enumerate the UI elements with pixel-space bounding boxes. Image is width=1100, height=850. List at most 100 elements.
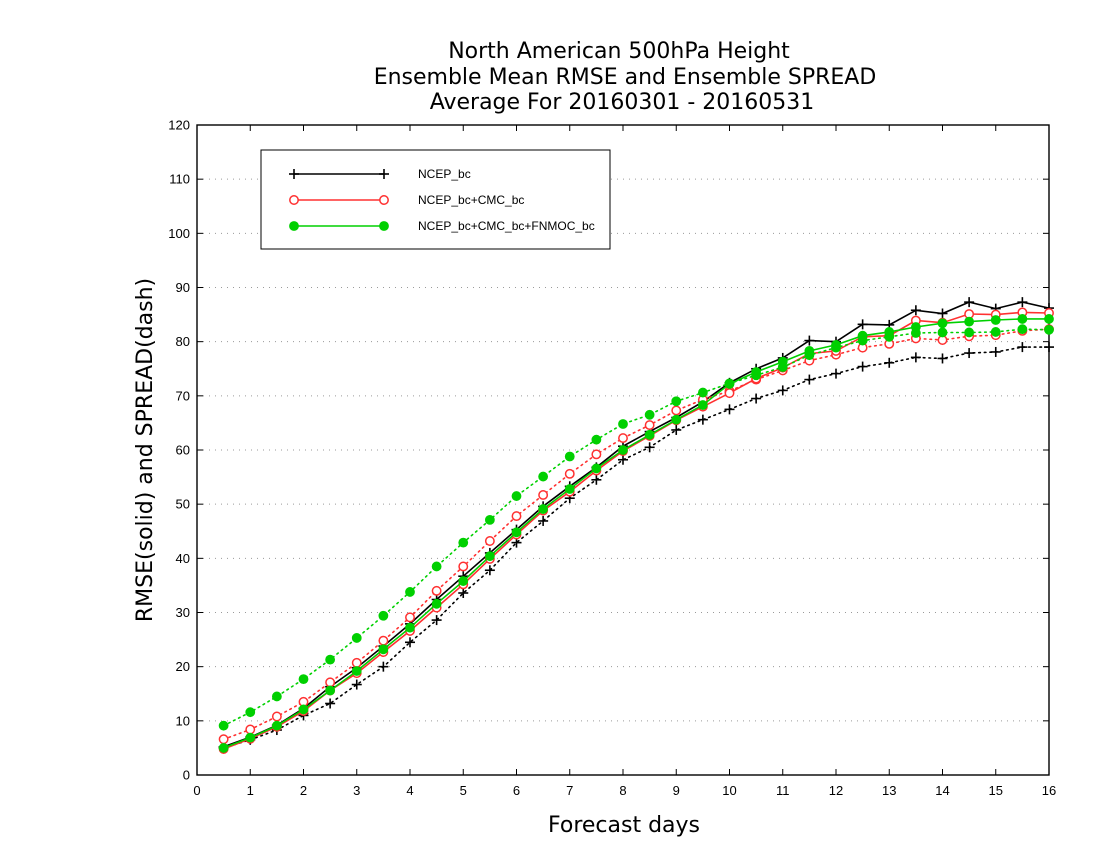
y-tick-label: 0 — [183, 768, 190, 783]
rmse-point — [857, 330, 868, 341]
x-tick-label: 9 — [673, 783, 680, 798]
series-layer — [218, 297, 1054, 754]
rmse-point — [1017, 297, 1028, 308]
y-tick-label: 70 — [176, 388, 190, 403]
legend-marker — [379, 221, 389, 231]
x-tick-label: 4 — [406, 783, 413, 798]
spread-point — [697, 387, 708, 398]
rmse-point — [378, 644, 389, 655]
y-axis-label: RMSE(solid) and SPREAD(dash) — [133, 278, 158, 622]
spread-point — [671, 405, 682, 416]
legend: NCEP_bc NCEP_bc+CMC_bc NCEP_bc+CMC_bc+FNMO… — [260, 149, 611, 250]
spread-point — [405, 637, 415, 648]
y-tick-label: 90 — [176, 280, 190, 295]
legend-label: NCEP_bc — [418, 167, 471, 181]
spread-point — [271, 691, 282, 702]
spread-line-0 — [222, 346, 1050, 749]
rmse-point — [1044, 314, 1054, 324]
spread-point — [325, 698, 336, 709]
spread-point — [245, 724, 256, 735]
rmse-point — [990, 315, 1001, 325]
spread-point — [644, 420, 655, 431]
spread-point — [937, 327, 948, 338]
x-tick-label: 0 — [193, 783, 200, 798]
x-tick-label: 11 — [776, 783, 790, 798]
rmse-point — [671, 414, 682, 425]
spread-point — [1044, 342, 1054, 353]
rmse-point — [910, 322, 921, 332]
x-tick-label: 7 — [566, 783, 573, 798]
spread-point — [511, 491, 522, 501]
rmse-point — [857, 319, 868, 330]
spread-point — [538, 515, 549, 526]
spread-point — [484, 565, 495, 576]
spread-point — [431, 561, 442, 572]
spread-point — [990, 346, 1001, 357]
y-tick-label: 60 — [176, 443, 190, 458]
spread-point — [351, 633, 362, 643]
rmse-point — [618, 445, 628, 455]
rmse-point — [751, 367, 762, 377]
x-tick-label: 14 — [935, 783, 949, 798]
rmse-point — [351, 666, 362, 676]
rmse-point — [804, 345, 815, 356]
chart-title-line-3: Average For 20160301 - 20160531 — [430, 90, 815, 115]
spread-point — [697, 414, 708, 425]
spread-point — [484, 536, 495, 546]
rmse-point — [937, 318, 948, 329]
spread-point — [964, 348, 975, 359]
spread-point — [458, 537, 469, 548]
y-tick-label: 20 — [176, 659, 190, 674]
spread-point — [1044, 324, 1054, 335]
spread-point — [511, 511, 522, 522]
chart-title-line-2: Ensemble Mean RMSE and Ensemble SPREAD — [374, 65, 877, 90]
rmse-point — [271, 720, 282, 731]
rmse-point — [564, 484, 575, 494]
y-tick-label: 30 — [176, 605, 190, 620]
rmse-point — [644, 429, 655, 440]
x-tick-label: 8 — [619, 783, 626, 798]
spread-point — [405, 587, 415, 597]
spread-point — [937, 353, 948, 364]
x-tick-label: 5 — [460, 783, 467, 798]
legend-marker — [379, 195, 389, 205]
legend-label: NCEP_bc+CMC_bc+FNMOC_bc — [418, 219, 595, 233]
spread-point — [751, 393, 762, 404]
spread-point — [218, 720, 229, 731]
x-tick-label: 10 — [722, 783, 736, 798]
spread-point — [538, 471, 549, 482]
x-axis-label: Forecast days — [548, 813, 700, 838]
spread-point — [458, 588, 469, 598]
spread-point — [591, 434, 602, 445]
spread-point — [804, 374, 815, 385]
spread-point — [298, 674, 309, 685]
rmse-point — [458, 576, 469, 586]
rmse-point — [724, 388, 735, 399]
spread-point — [644, 442, 655, 453]
spread-point — [564, 468, 575, 479]
spread-point — [831, 368, 841, 379]
legend-marker — [289, 221, 299, 231]
rmse-point — [405, 622, 415, 633]
spread-point — [671, 396, 682, 407]
y-tick-label: 40 — [176, 551, 190, 566]
rmse-point — [804, 335, 815, 346]
spread-point — [351, 657, 362, 668]
rmse-point — [964, 316, 975, 327]
rmse-point — [777, 356, 788, 367]
x-tick-label: 13 — [882, 783, 896, 798]
chart-title-line-1: North American 500hPa Height — [448, 39, 790, 64]
spread-point — [910, 352, 921, 363]
spread-point — [538, 490, 549, 500]
x-tick-label: 6 — [513, 783, 520, 798]
y-tick-label: 10 — [176, 713, 190, 728]
rmse-line-2 — [223, 318, 1049, 749]
spread-point — [378, 661, 389, 672]
rmse-point — [964, 297, 975, 308]
spread-point — [591, 474, 602, 485]
rmse-point — [431, 598, 442, 609]
rmse-point — [724, 379, 735, 389]
x-tick-label: 3 — [353, 783, 360, 798]
